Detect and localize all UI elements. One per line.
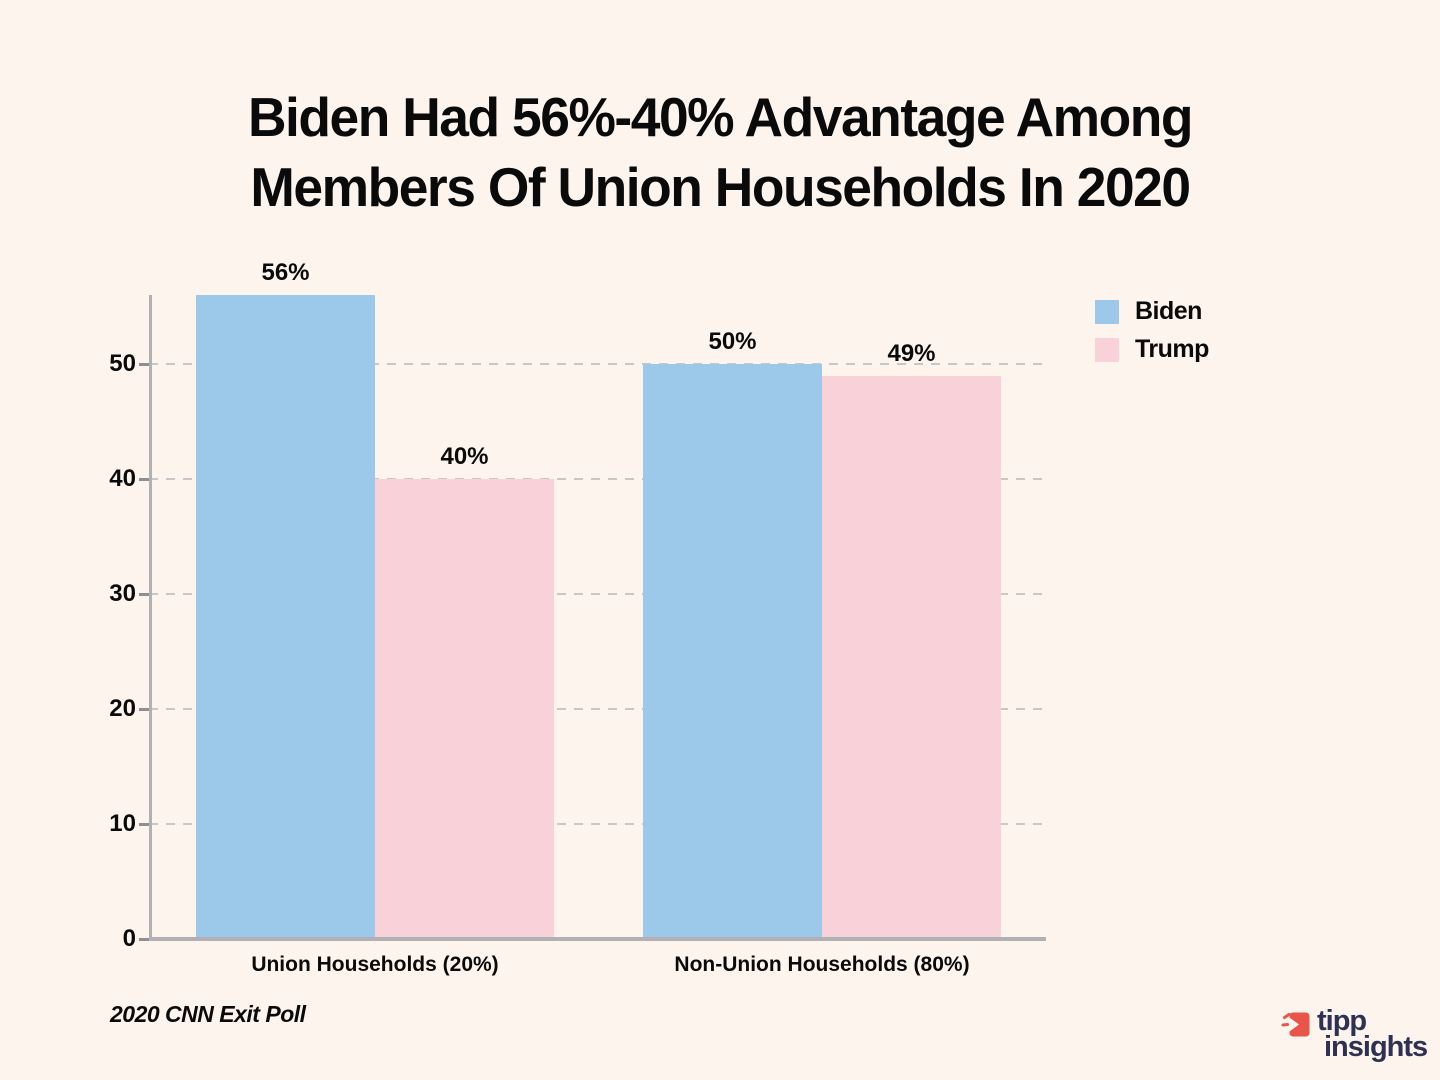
y-tick-label: 50	[109, 350, 136, 377]
biden-bar	[196, 295, 375, 937]
y-axis-line	[149, 295, 152, 939]
y-gridline	[149, 478, 1046, 480]
y-tickmark	[139, 708, 149, 711]
biden-bar	[643, 364, 822, 937]
y-tickmark	[139, 363, 149, 366]
x-axis-line	[149, 937, 1046, 941]
bar-value-label: 40%	[440, 443, 489, 470]
y-tick-label: 0	[122, 925, 136, 952]
trump-color-swatch	[1095, 337, 1119, 362]
y-tickmark	[139, 593, 149, 596]
chart-legend: Biden Trump	[1095, 297, 1209, 373]
y-tick-label: 10	[109, 810, 136, 837]
megaphone-icon	[1281, 1010, 1315, 1049]
legend-label-biden: Biden	[1135, 297, 1202, 325]
y-tickmark	[139, 823, 149, 826]
bar-value-label: 50%	[708, 328, 757, 355]
y-gridline	[149, 708, 1046, 710]
y-tick-label: 30	[109, 580, 136, 607]
source-note: 2020 CNN Exit Poll	[110, 1001, 306, 1027]
legend-item-biden: Biden	[1095, 297, 1209, 326]
y-tick-label: 20	[109, 695, 136, 722]
y-gridline	[149, 593, 1046, 595]
category-label: Non-Union Households (80%)	[674, 953, 970, 976]
y-tickmark	[139, 938, 149, 941]
logo-word-tipp: tipp	[1317, 1005, 1367, 1037]
y-tickmark	[139, 478, 149, 481]
category-label: Union Households (20%)	[251, 953, 499, 976]
trump-bar	[822, 375, 1001, 937]
chart-title: Biden Had 56%-40% Advantage Among Members…	[22, 82, 1419, 222]
biden-color-swatch	[1095, 299, 1119, 324]
y-tick-label: 40	[109, 465, 136, 492]
y-gridline	[149, 823, 1046, 825]
logo-word-insights: insights	[1324, 1031, 1428, 1063]
y-gridline	[149, 363, 1046, 365]
legend-label-trump: Trump	[1135, 335, 1209, 363]
chart-title-line2: Members Of Union Households In 2020	[250, 156, 1191, 218]
logo-wordmark: tipp insights	[1317, 1005, 1428, 1063]
trump-bar	[375, 479, 554, 937]
legend-item-trump: Trump	[1095, 335, 1209, 364]
bar-value-label: 49%	[887, 339, 936, 367]
bar-value-label: 56%	[261, 259, 310, 286]
chart-title-line1: Biden Had 56%-40% Advantage Among	[247, 86, 1194, 148]
tipp-insights-logo: tipp insights	[1281, 1005, 1428, 1063]
